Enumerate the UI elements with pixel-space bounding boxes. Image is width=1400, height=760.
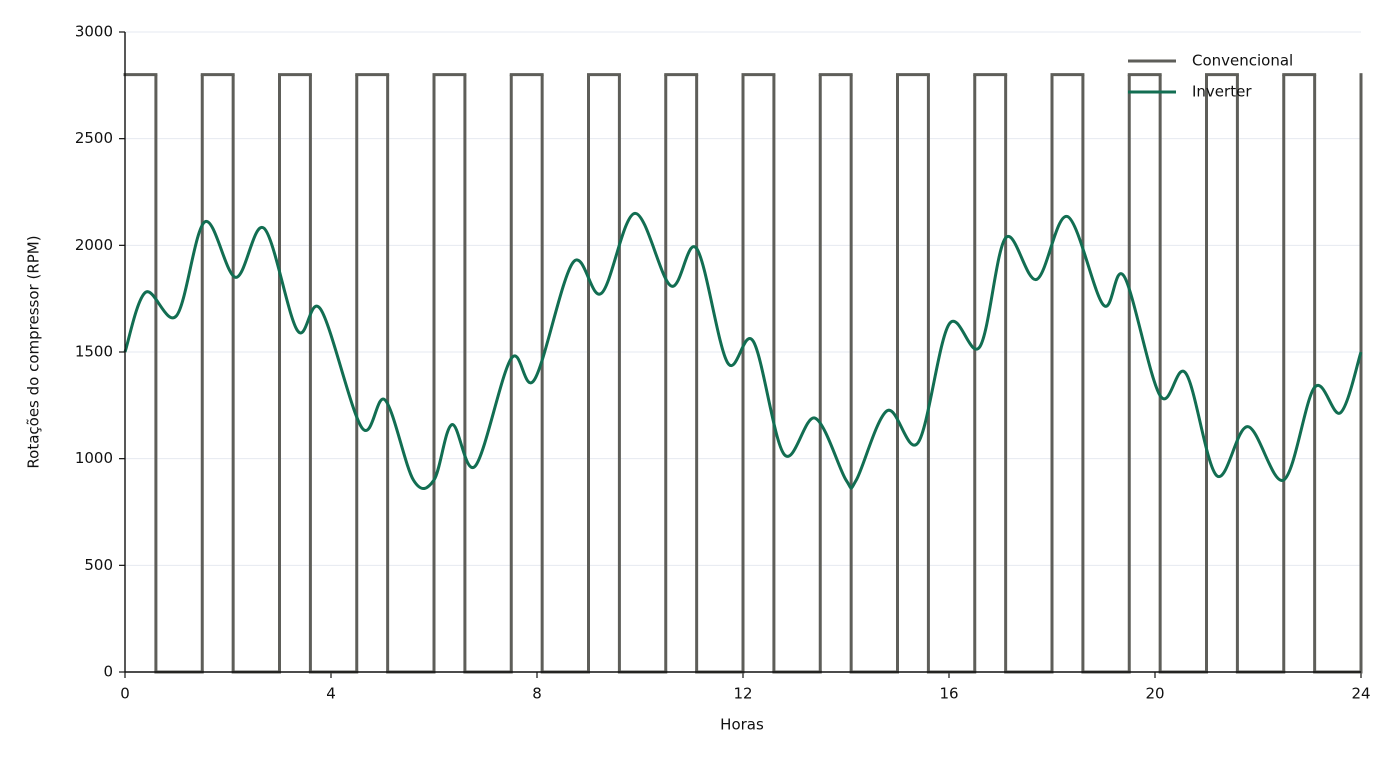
x-tick-label: 20 — [1145, 685, 1164, 703]
x-tick-label: 16 — [939, 685, 958, 703]
y-tick-label: 500 — [84, 556, 113, 574]
x-axis-label: Horas — [720, 716, 764, 734]
legend-label: Inverter — [1192, 83, 1252, 101]
y-tick-label: 1500 — [75, 343, 113, 361]
y-axis-label: Rotações do compressor (RPM) — [25, 235, 43, 468]
x-tick-label: 8 — [532, 685, 542, 703]
y-tick-label: 0 — [103, 663, 113, 681]
x-tick-label: 24 — [1351, 685, 1370, 703]
y-tick-label: 2500 — [75, 129, 113, 147]
y-tick-label: 1000 — [75, 449, 113, 467]
y-tick-label: 3000 — [75, 23, 113, 41]
y-tick-label: 2000 — [75, 236, 113, 254]
series-line — [123, 211, 1363, 490]
x-tick-label: 0 — [120, 685, 130, 703]
legend-label: Convencional — [1192, 52, 1293, 70]
x-tick-label: 4 — [326, 685, 336, 703]
x-tick-label: 12 — [733, 685, 752, 703]
